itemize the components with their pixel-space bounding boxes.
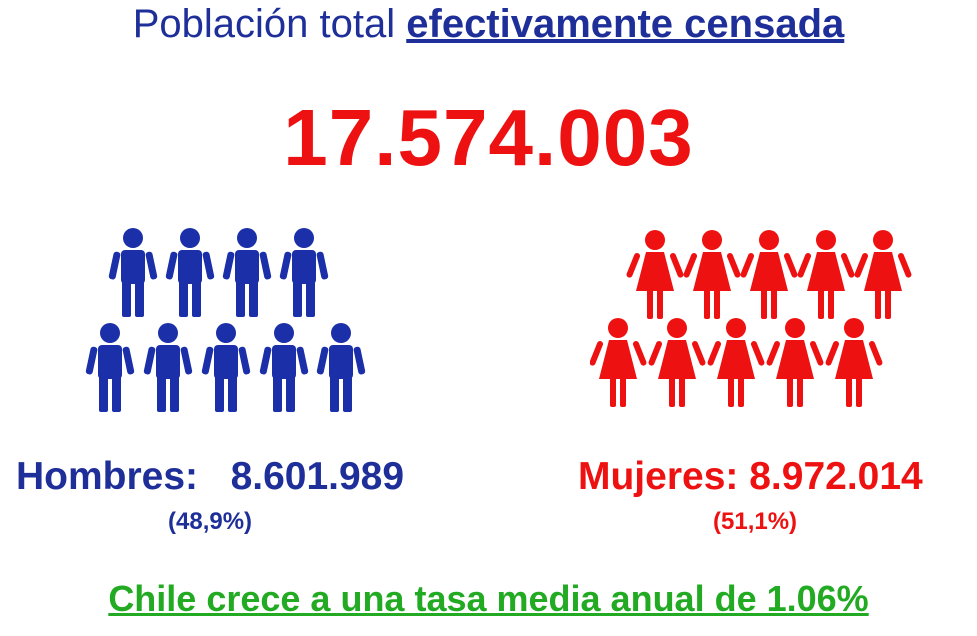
male-person-icon xyxy=(201,323,251,412)
total-population: 17.574.003 xyxy=(283,93,694,182)
women-percent: (51,1%) xyxy=(713,508,798,535)
women-icons-group xyxy=(590,225,920,425)
female-person-icon xyxy=(706,318,766,407)
female-person-icon xyxy=(682,230,742,319)
women-label-row: Mujeres: 8.972.014 xyxy=(578,455,923,499)
male-person-icon xyxy=(143,323,193,412)
female-person-icon xyxy=(625,230,685,319)
title-prefix: Población total xyxy=(132,2,396,46)
female-person-icon xyxy=(647,318,707,407)
women-value: 8.972.014 xyxy=(749,455,923,498)
female-person-icon xyxy=(796,230,856,319)
women-label: Mujeres: xyxy=(578,455,739,498)
female-person-icon xyxy=(739,230,799,319)
male-person-icon xyxy=(259,323,309,412)
male-person-icon xyxy=(222,228,272,317)
men-label: Hombres: xyxy=(16,455,199,498)
men-percent: (48,9%) xyxy=(168,508,253,535)
male-person-icon xyxy=(279,228,329,317)
page-title: Población total efectivamente censada xyxy=(0,2,977,47)
female-person-icon xyxy=(853,230,913,319)
men-label-row: Hombres: 8.601.989 xyxy=(16,455,404,499)
title-emphasis: efectivamente censada xyxy=(406,2,845,46)
male-person-icon xyxy=(108,228,158,317)
men-icons-group xyxy=(80,225,380,425)
growth-rate-footer: Chile crece a una tasa media anual de 1.… xyxy=(108,578,869,619)
men-icons xyxy=(85,228,366,412)
male-person-icon xyxy=(165,228,215,317)
men-value: 8.601.989 xyxy=(230,455,405,498)
male-person-icon xyxy=(85,323,135,412)
women-icons xyxy=(590,230,913,407)
male-person-icon xyxy=(316,323,366,412)
female-person-icon xyxy=(824,318,884,407)
female-person-icon xyxy=(590,318,648,407)
female-person-icon xyxy=(765,318,825,407)
